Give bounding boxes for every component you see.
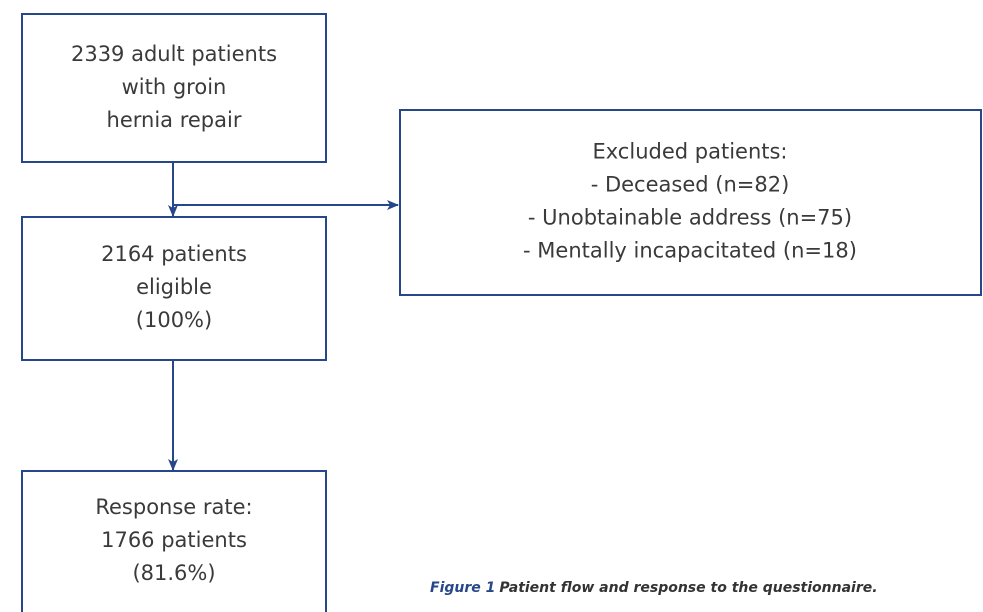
node-text: 2164 patients <box>101 242 247 266</box>
node-text: 2339 adult patients <box>71 42 277 66</box>
caption-label: Figure 1 <box>430 580 495 596</box>
node-text: hernia repair <box>107 108 242 132</box>
caption-text: Patient flow and response to the questio… <box>499 580 877 596</box>
node-text: Response rate: <box>95 495 252 519</box>
node-text: 1766 patients <box>101 528 247 552</box>
node-box <box>21 13 327 163</box>
caption: Figure 1 Patient flow and response to the… <box>430 580 878 596</box>
node-box <box>21 216 327 361</box>
node-text: - Deceased (n=82) <box>591 173 790 197</box>
node-box <box>399 109 982 296</box>
node-text: with groin <box>122 75 227 99</box>
node-text: eligible <box>136 275 212 299</box>
node-box <box>21 470 327 612</box>
node-text: Excluded patients: <box>592 140 787 164</box>
node-text: (81.6%) <box>132 561 215 585</box>
node-text: - Unobtainable address (n=75) <box>528 206 852 230</box>
node-text: - Mentally incapacitated (n=18) <box>523 239 857 263</box>
node-text: (100%) <box>136 308 212 332</box>
